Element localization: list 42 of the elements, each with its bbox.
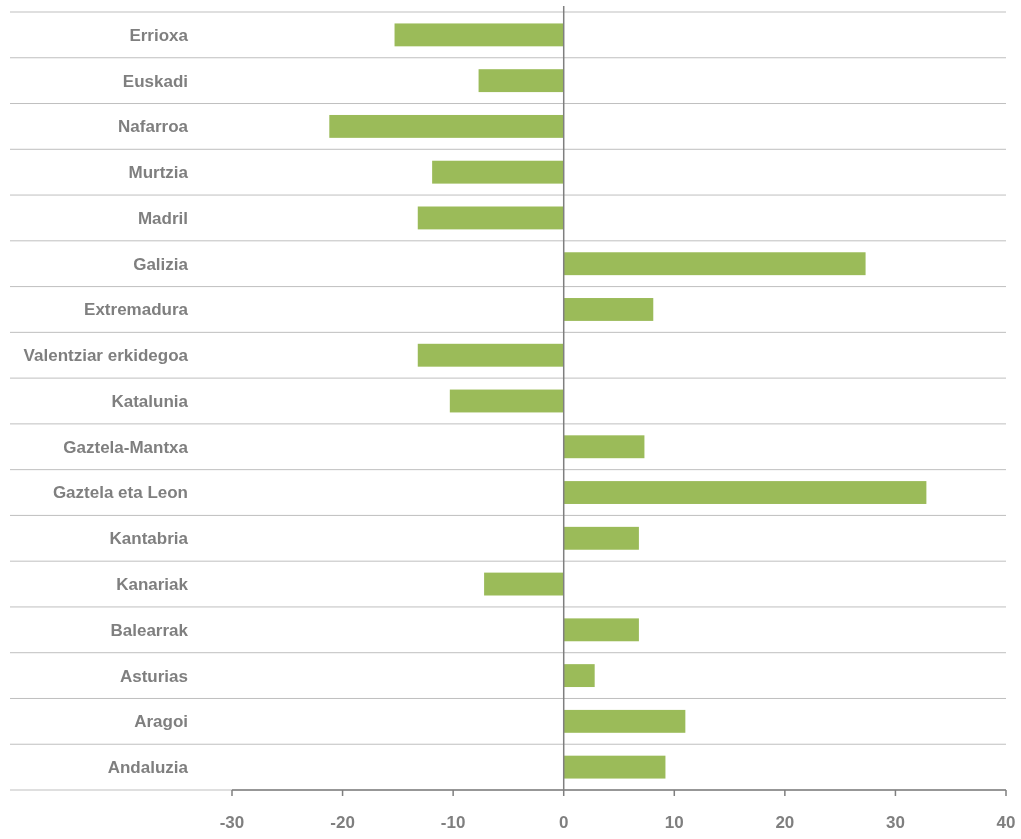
y-tick-label: Gaztela eta Leon (52, 483, 188, 503)
y-tick-label: Kanariak (116, 575, 189, 595)
x-tick-label: -30 (219, 813, 245, 832)
bar (563, 526, 639, 550)
x-tick-label: 0 (558, 813, 569, 832)
bar (563, 481, 927, 504)
bar (563, 252, 866, 276)
bar (432, 160, 564, 184)
y-tick-label: Nafarroa (118, 117, 189, 137)
x-tick-label: 30 (885, 813, 905, 832)
y-tick-label: Katalunia (111, 391, 189, 411)
x-tick-label: -20 (330, 813, 355, 832)
y-tick-label: Aragoi (134, 712, 188, 732)
x-tick-label: -10 (440, 813, 466, 832)
x-tick-label: 40 (996, 813, 1016, 832)
bar (563, 618, 639, 642)
bar (329, 114, 564, 138)
bar (484, 572, 564, 596)
y-tick-label: Errioxa (129, 25, 189, 45)
bar (563, 709, 686, 733)
y-tick-label: Valentziar erkidegoa (23, 346, 189, 366)
y-tick-label: Balearrak (110, 620, 189, 640)
y-tick-label: Kantabria (109, 529, 189, 549)
y-tick-label: Madril (137, 208, 188, 228)
y-tick-label: Asturias (119, 666, 188, 686)
bar (449, 389, 564, 413)
bar (563, 435, 645, 459)
bar (417, 343, 564, 367)
x-tick-label: 20 (775, 813, 795, 832)
y-tick-label: Andaluzia (107, 758, 189, 778)
y-tick-label: Galizia (133, 254, 189, 274)
y-tick-label: Euskadi (122, 71, 188, 91)
bar (563, 298, 654, 321)
bar (563, 755, 666, 779)
bar (478, 69, 564, 93)
bar (417, 206, 564, 230)
y-tick-label: Murtzia (128, 163, 189, 183)
bar (394, 23, 564, 47)
y-tick-label: Extremadura (84, 300, 189, 320)
y-tick-label: Gaztela-Mantxa (63, 437, 189, 457)
bar (563, 664, 595, 688)
x-tick-label: 10 (664, 813, 684, 832)
